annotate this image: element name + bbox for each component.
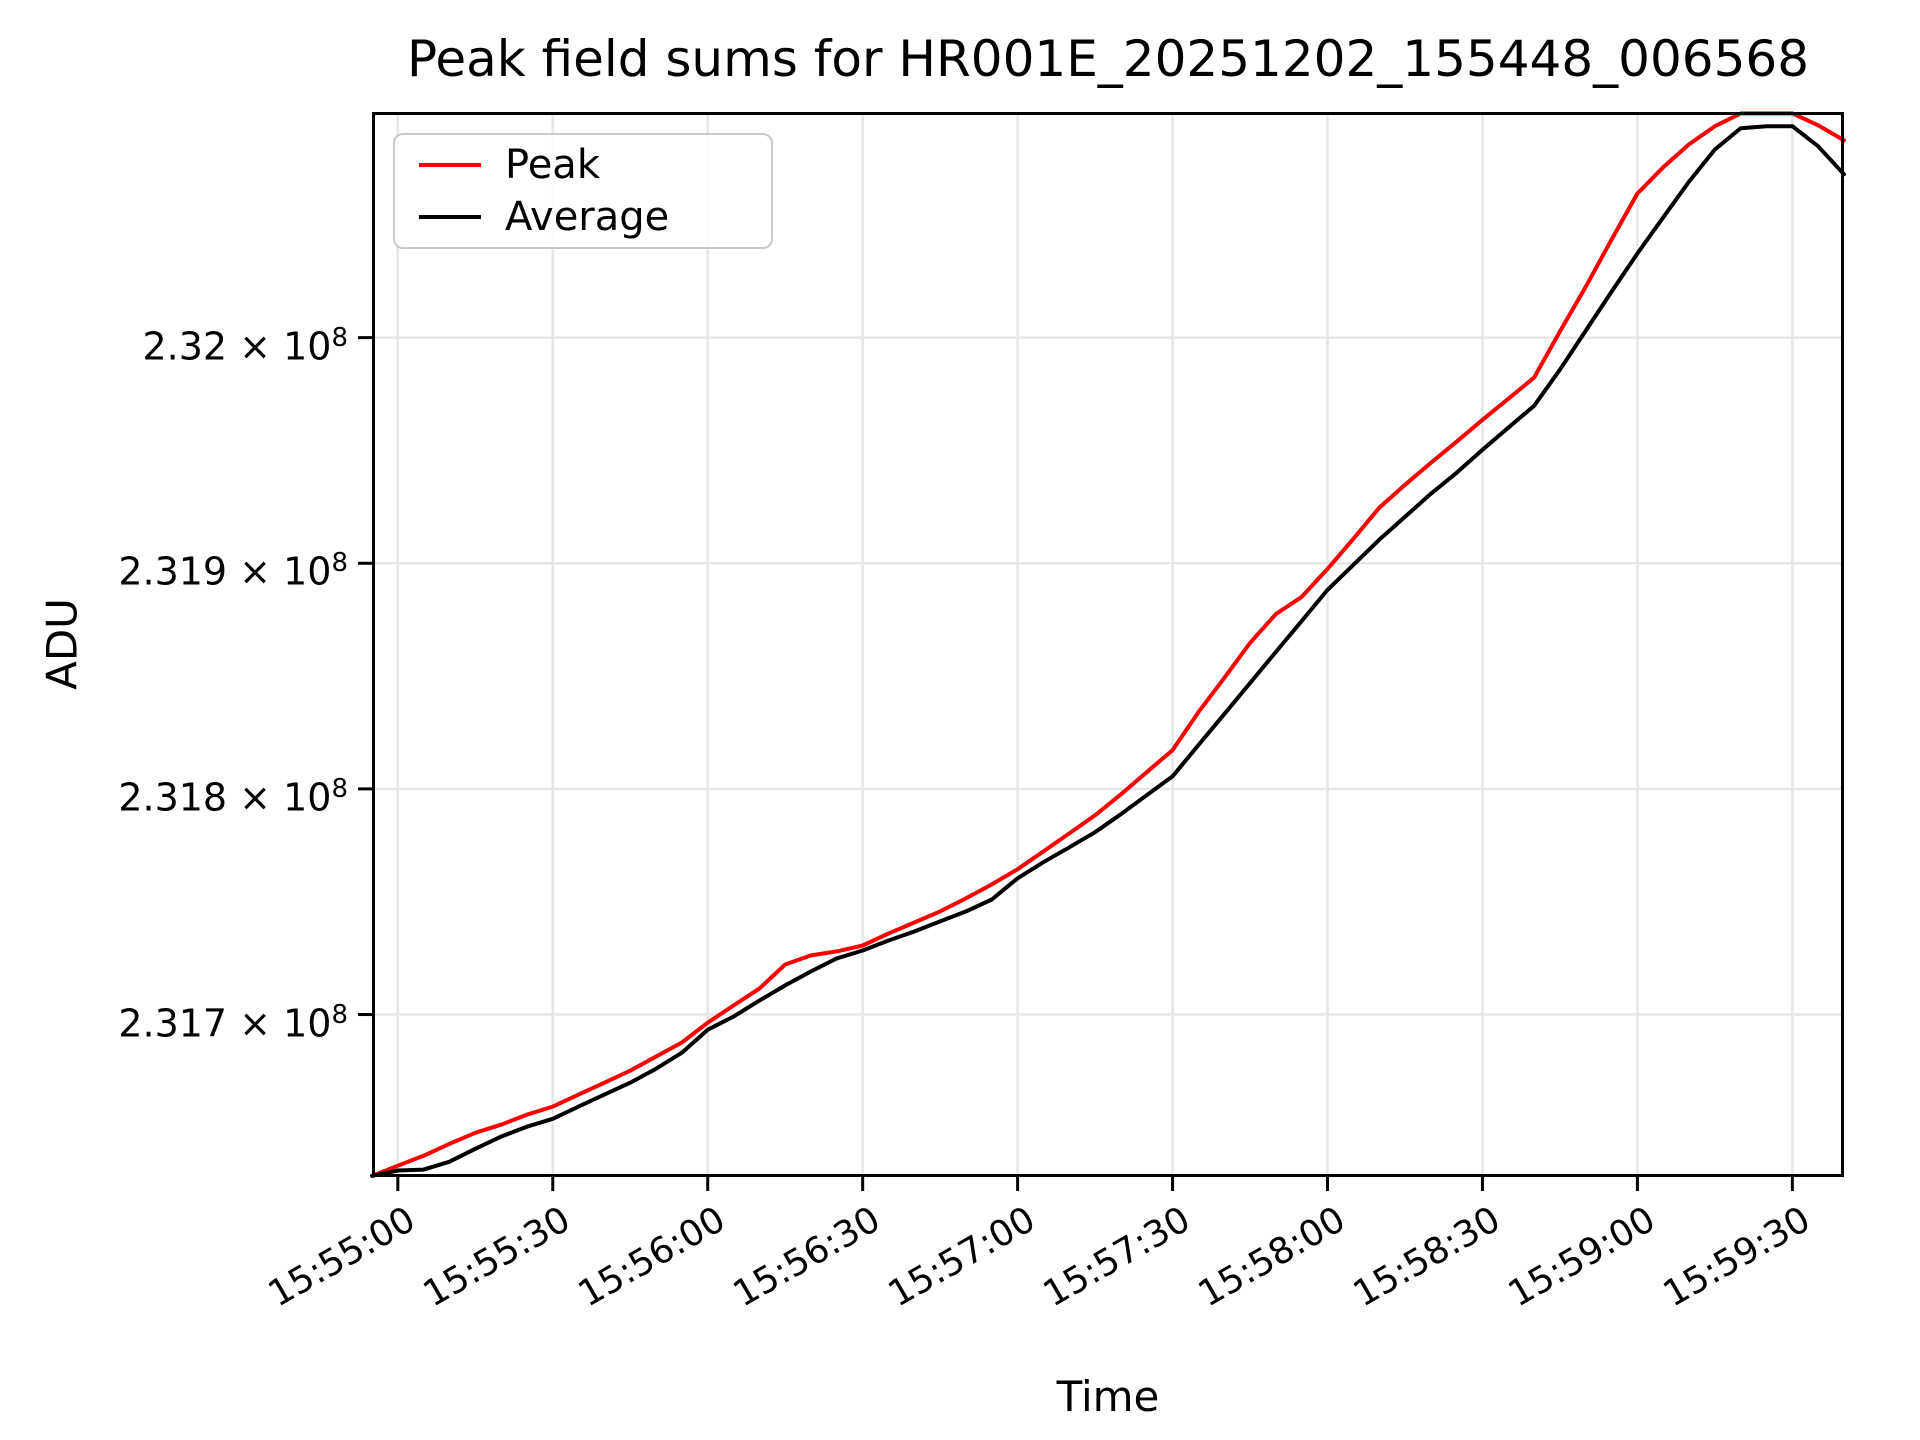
average-line <box>370 124 1846 1178</box>
y-axis-label: ADU <box>37 598 87 690</box>
x-tick-label: 15:59:30 <box>1656 1199 1817 1316</box>
y-tick-label: 2.319 × 108 <box>118 548 348 594</box>
plot-area <box>358 111 1846 1191</box>
legend-item-peak: Peak <box>419 142 771 188</box>
chart-title: Peak field sums for HR001E_20251202_1554… <box>406 30 1810 88</box>
x-axis-label: Time <box>1056 1372 1160 1421</box>
y-tick-label: 2.32 × 108 <box>142 322 348 369</box>
x-tick-label: 15:59:00 <box>1501 1199 1662 1316</box>
legend-label-peak: Peak <box>505 141 600 188</box>
x-tick-label: 15:57:00 <box>881 1199 1043 1316</box>
x-tick-label: 15:58:30 <box>1346 1199 1507 1316</box>
y-tick-label: 2.317 × 108 <box>118 999 348 1046</box>
legend: Peak Average <box>393 133 773 249</box>
axis-spine <box>372 112 1844 1177</box>
average-line-sample <box>419 215 481 220</box>
x-tick-label: 15:55:00 <box>261 1199 423 1316</box>
x-tick-label: 15:58:00 <box>1191 1199 1353 1316</box>
legend-item-average: Average <box>419 194 771 240</box>
x-tick-label: 15:56:30 <box>726 1199 888 1316</box>
x-tick-label: 15:56:00 <box>571 1199 733 1316</box>
y-tick-label: 2.318 × 108 <box>118 773 348 820</box>
legend-label-average: Average <box>505 194 670 241</box>
x-tick-label: 15:55:30 <box>416 1199 578 1316</box>
peak-line <box>370 111 1846 1178</box>
x-tick-label: 15:57:30 <box>1036 1199 1198 1316</box>
peak-line-sample <box>419 162 481 167</box>
